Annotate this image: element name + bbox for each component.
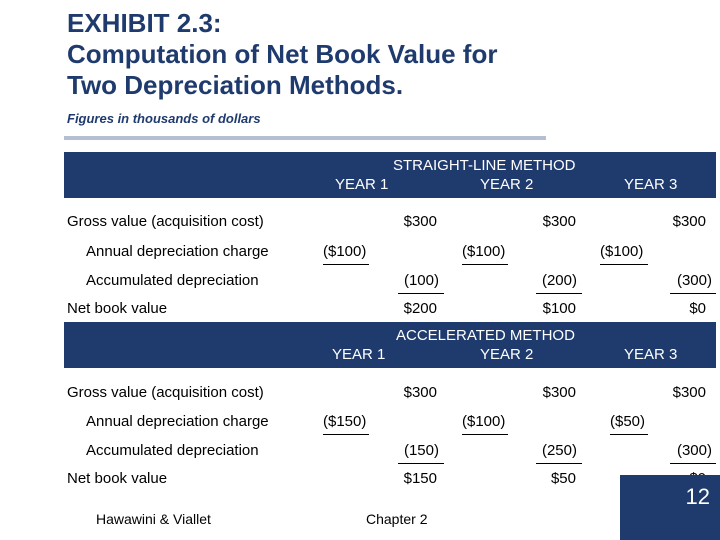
net-book-value-y3: $0	[689, 300, 706, 317]
year-3-header: YEAR 3	[624, 176, 678, 193]
gross-value-label: Gross value (acquisition cost)	[67, 384, 264, 401]
accumulated-depreciation-y1: (100)	[403, 272, 439, 289]
accumulated-depreciation-y2: (250)	[541, 442, 577, 459]
accumulated-depreciation-y3: (300)	[676, 272, 712, 289]
annual-depreciation-y2: ($100)	[462, 243, 506, 260]
units-subtitle: Figures in thousands of dollars	[67, 111, 261, 126]
accelerated-header-band	[64, 322, 716, 368]
subtotal-rule	[536, 293, 582, 294]
net-book-value-y2: $100	[542, 300, 576, 317]
footer-authors: Hawawini & Viallet	[96, 511, 211, 527]
method-title: ACCELERATED METHOD	[396, 327, 575, 344]
gross-value-y3: $300	[672, 384, 706, 401]
year-2-header: YEAR 2	[480, 346, 534, 363]
subtotal-rule	[398, 463, 444, 464]
method-title: STRAIGHT-LINE METHOD	[393, 157, 576, 174]
subtotal-rule	[323, 264, 369, 265]
year-2-header: YEAR 2	[480, 176, 534, 193]
subtotal-rule	[323, 434, 369, 435]
year-3-header: YEAR 3	[624, 346, 678, 363]
annual-depreciation-y2: ($100)	[462, 413, 506, 430]
gross-value-y2: $300	[542, 384, 576, 401]
net-book-value-label: Net book value	[67, 470, 168, 487]
gross-value-y1: $300	[403, 213, 437, 230]
subtotal-rule	[462, 434, 508, 435]
net-book-value-y1: $200	[403, 300, 437, 317]
subtotal-rule	[398, 293, 444, 294]
subtotal-rule	[536, 463, 582, 464]
net-book-value-y1: $150	[403, 470, 437, 487]
year-1-header: YEAR 1	[332, 346, 386, 363]
annual-depreciation-y3: ($100)	[600, 243, 644, 260]
accumulated-depreciation-label: Accumulated depreciation	[86, 272, 259, 289]
exhibit-title: EXHIBIT 2.3: Computation of Net Book Val…	[67, 8, 497, 101]
footer-chapter: Chapter 2	[366, 511, 428, 527]
gross-value-label: Gross value (acquisition cost)	[67, 213, 264, 230]
annual-depreciation-label: Annual depreciation charge	[86, 243, 269, 260]
subtotal-rule	[670, 463, 716, 464]
annual-depreciation-label: Annual depreciation charge	[86, 413, 269, 430]
accumulated-depreciation-label: Accumulated depreciation	[86, 442, 259, 459]
subtotal-rule	[610, 434, 648, 435]
subtotal-rule	[462, 264, 508, 265]
gross-value-y1: $300	[403, 384, 437, 401]
title-line-2: Computation of Net Book Value for	[67, 39, 498, 69]
gross-value-y2: $300	[542, 213, 576, 230]
net-book-value-label: Net book value	[67, 300, 168, 317]
accumulated-depreciation-y2: (200)	[541, 272, 577, 289]
annual-depreciation-y3: ($50)	[610, 413, 646, 430]
page-number: 12	[685, 484, 710, 509]
annual-depreciation-y1: ($100)	[323, 243, 367, 260]
year-1-header: YEAR 1	[335, 176, 389, 193]
straight-line-header-band	[64, 152, 716, 198]
title-divider	[64, 136, 546, 140]
net-book-value-y2: $50	[550, 470, 576, 487]
accumulated-depreciation-y1: (150)	[403, 442, 439, 459]
annual-depreciation-y1: ($150)	[323, 413, 367, 430]
title-line-1: EXHIBIT 2.3:	[67, 8, 222, 38]
subtotal-rule	[600, 264, 648, 265]
title-line-3: Two Depreciation Methods.	[67, 70, 404, 100]
page-number-box	[620, 475, 720, 540]
subtotal-rule	[670, 293, 716, 294]
accumulated-depreciation-y3: (300)	[676, 442, 712, 459]
gross-value-y3: $300	[672, 213, 706, 230]
